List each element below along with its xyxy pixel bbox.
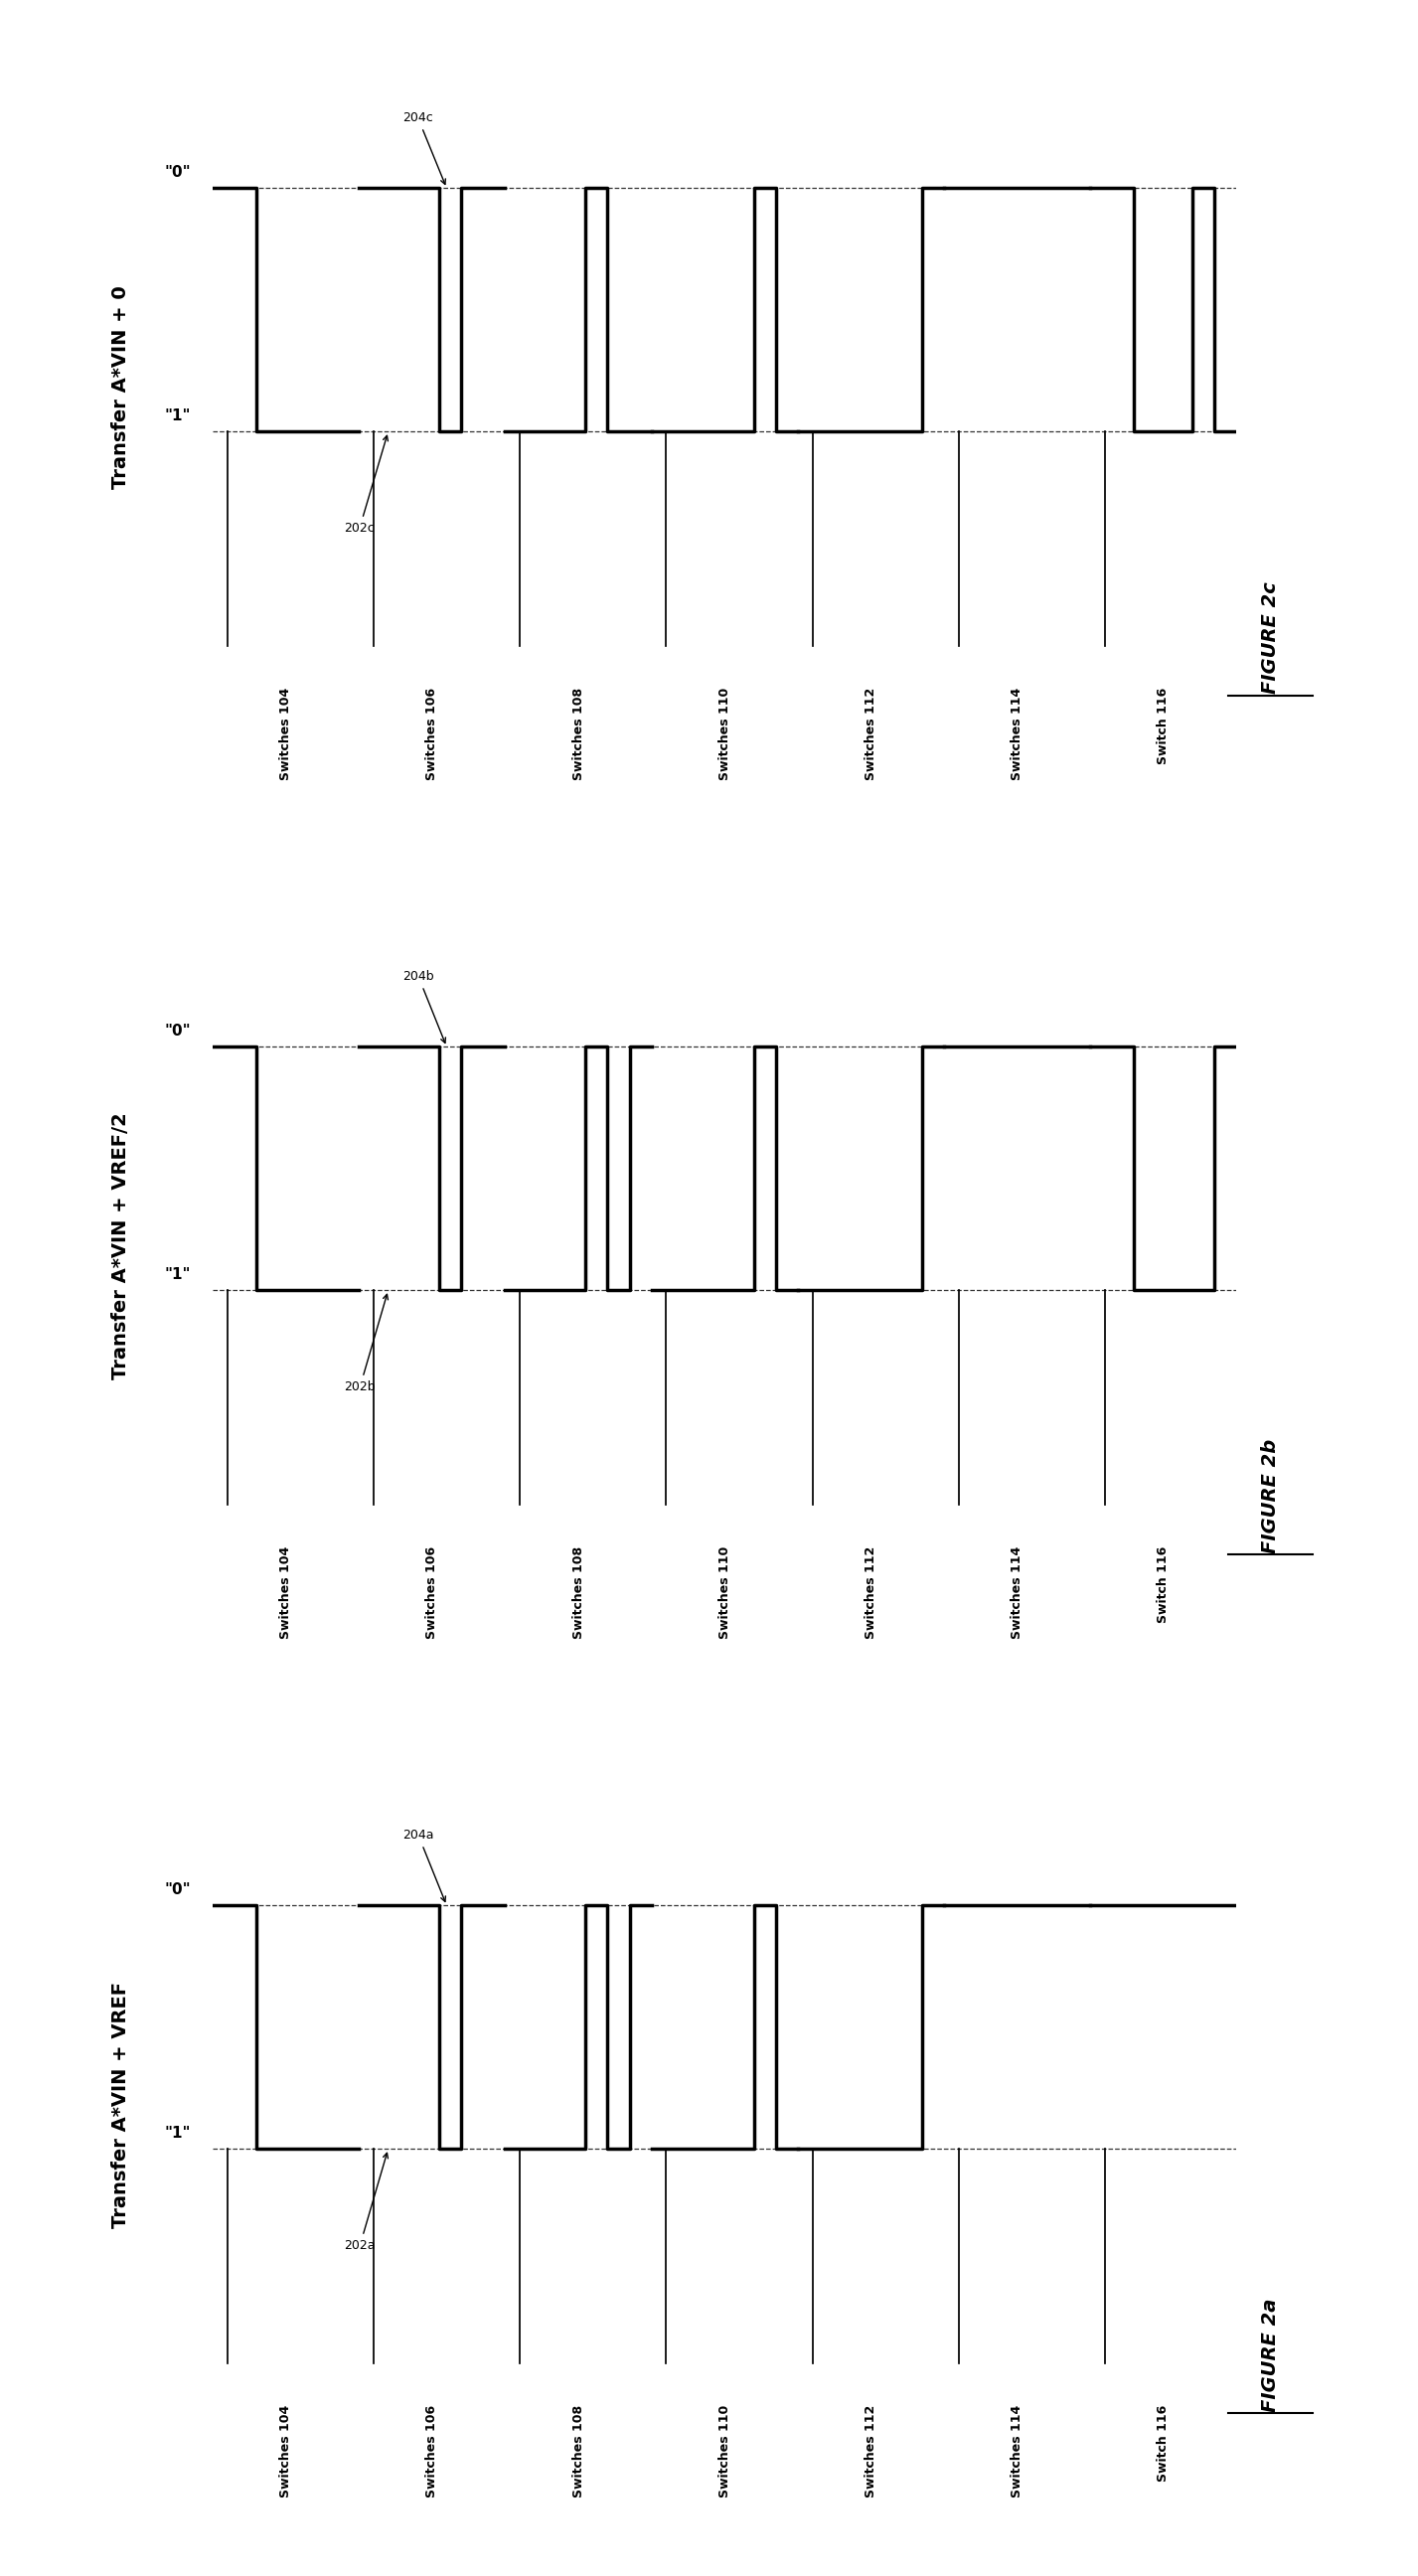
Text: Switches 104: Switches 104	[279, 688, 292, 781]
Text: Switch 116: Switch 116	[1157, 2406, 1170, 2481]
Text: Transfer A*VIN + 0: Transfer A*VIN + 0	[111, 286, 130, 489]
Text: Switches 106: Switches 106	[425, 1546, 438, 1638]
Text: "1": "1"	[164, 407, 191, 422]
Text: Switches 106: Switches 106	[425, 2406, 438, 2496]
Text: Switches 106: Switches 106	[425, 688, 438, 781]
Text: 204b: 204b	[403, 971, 445, 1043]
Text: Switches 114: Switches 114	[1011, 688, 1024, 781]
Text: 202a: 202a	[345, 2154, 389, 2251]
Text: Switches 108: Switches 108	[571, 1546, 584, 1638]
Text: Switches 104: Switches 104	[279, 2406, 292, 2499]
Text: Switches 108: Switches 108	[571, 688, 584, 781]
Text: 204a: 204a	[403, 1829, 445, 1901]
Text: Switch 116: Switch 116	[1157, 688, 1170, 765]
Text: 202c: 202c	[345, 435, 389, 533]
Text: Switch 116: Switch 116	[1157, 1546, 1170, 1623]
Text: Switches 110: Switches 110	[718, 688, 732, 781]
Text: "0": "0"	[164, 1023, 191, 1038]
Text: Transfer A*VIN + VREF: Transfer A*VIN + VREF	[111, 1981, 130, 2228]
Text: Switches 112: Switches 112	[865, 1546, 878, 1638]
Text: Switches 108: Switches 108	[571, 2406, 584, 2496]
Text: 204c: 204c	[403, 111, 445, 185]
Text: Switches 114: Switches 114	[1011, 2406, 1024, 2499]
Text: Transfer A*VIN + VREF/2: Transfer A*VIN + VREF/2	[111, 1113, 130, 1381]
Text: Switches 110: Switches 110	[718, 2406, 732, 2499]
Text: FIGURE 2a: FIGURE 2a	[1261, 2298, 1280, 2411]
Text: Switches 110: Switches 110	[718, 1546, 732, 1638]
Text: Switches 112: Switches 112	[865, 688, 878, 781]
Text: Switches 112: Switches 112	[865, 2406, 878, 2499]
Text: "0": "0"	[164, 1883, 191, 1899]
Text: Switches 104: Switches 104	[279, 1546, 292, 1638]
Text: 202b: 202b	[345, 1293, 389, 1394]
Text: Switches 114: Switches 114	[1011, 1546, 1024, 1638]
Text: "1": "1"	[164, 2125, 191, 2141]
Text: FIGURE 2c: FIGURE 2c	[1261, 582, 1280, 693]
Text: "1": "1"	[164, 1267, 191, 1283]
Text: FIGURE 2b: FIGURE 2b	[1261, 1440, 1280, 1553]
Text: "0": "0"	[164, 165, 191, 180]
